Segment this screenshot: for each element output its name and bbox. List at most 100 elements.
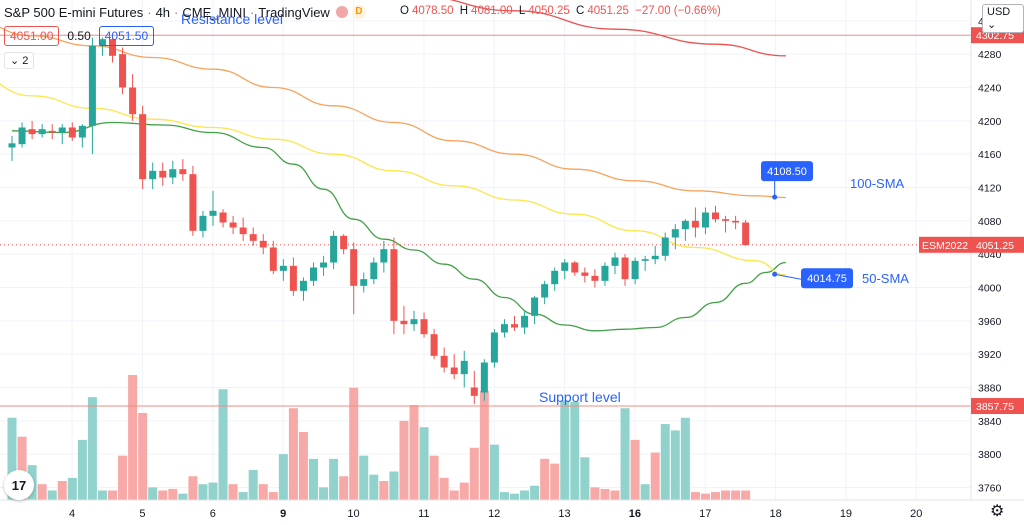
volume-bar xyxy=(128,375,138,500)
volume-bar xyxy=(118,455,128,500)
time-tick-label: 19 xyxy=(840,508,852,520)
candle-body xyxy=(500,324,508,333)
sma-line xyxy=(11,121,786,332)
price-tick-label: 4200 xyxy=(978,116,1002,128)
candle-body xyxy=(691,220,699,228)
exchange-label: CME_MINI xyxy=(182,4,246,20)
candle-body xyxy=(370,262,378,280)
candle-body xyxy=(38,129,46,135)
candle-body xyxy=(139,114,147,180)
buy-button[interactable]: 4051.50 xyxy=(98,26,155,46)
logo-text: 17 xyxy=(11,477,27,493)
candle-body xyxy=(681,220,689,230)
level-price-tag xyxy=(971,398,1024,415)
tradingview-logo-icon[interactable]: 17 xyxy=(4,470,34,500)
volume-bar xyxy=(459,482,469,500)
market-status-dot-icon[interactable] xyxy=(335,6,348,18)
volume-bar xyxy=(158,490,168,500)
candle-body xyxy=(450,367,458,375)
low-value: 4050.25 xyxy=(528,5,570,17)
candle-body xyxy=(601,265,609,281)
sma-line xyxy=(0,83,786,276)
volume-bar xyxy=(319,487,329,500)
candle-body xyxy=(239,227,247,235)
price-tick-label: 3880 xyxy=(978,383,1002,395)
volume-bar xyxy=(640,484,650,500)
volume-bar xyxy=(47,490,57,500)
price-tick-label: 3800 xyxy=(978,449,1002,461)
callout-100-box xyxy=(761,161,813,182)
volume-bar xyxy=(359,455,369,500)
candle-body xyxy=(661,237,669,256)
candle-body xyxy=(732,220,740,223)
volume-bar xyxy=(77,439,87,500)
volume-bar xyxy=(590,487,600,500)
volume-bar xyxy=(168,488,178,500)
gear-icon[interactable]: ⚙ xyxy=(990,503,1005,520)
candle-body xyxy=(340,235,348,250)
volume-bar xyxy=(298,431,308,500)
time-axis-bg xyxy=(0,500,1024,525)
candle-body xyxy=(651,255,659,260)
change-value: −27.00 (−0.66%) xyxy=(635,5,721,17)
candle-body xyxy=(722,219,730,221)
candle-body xyxy=(541,284,549,298)
candle-body xyxy=(641,259,649,261)
spread-value: 0.50 xyxy=(67,29,91,43)
candle-body xyxy=(320,262,328,268)
volume-bar xyxy=(510,493,519,500)
volume-bar xyxy=(580,457,590,500)
last-price-tag-text: 4051.25 xyxy=(976,240,1014,252)
levels-layer xyxy=(0,34,971,407)
volume-bar xyxy=(268,492,278,500)
candle-body xyxy=(8,143,16,148)
level-price-tag-text: 3857.75 xyxy=(976,401,1014,413)
candle-body xyxy=(269,247,277,271)
candle-body xyxy=(631,260,639,280)
volume-bar xyxy=(228,484,238,500)
time-tick-label: 12 xyxy=(488,508,500,520)
volume-bar xyxy=(188,476,198,500)
candle-body xyxy=(88,45,96,126)
candle-body xyxy=(199,215,207,231)
volume-bar xyxy=(218,389,228,500)
volume-layer xyxy=(7,375,751,500)
currency-select[interactable]: USD ⌄ xyxy=(982,4,1024,33)
candle-body xyxy=(58,127,66,133)
price-tick-label: 3760 xyxy=(978,483,1002,495)
candle-body xyxy=(420,319,428,335)
callout-50-label: 50-SMA xyxy=(862,271,909,286)
volume-bar xyxy=(329,458,339,500)
volume-bar xyxy=(399,420,409,500)
price-tick-label: 4000 xyxy=(978,283,1002,295)
chevron-down-icon: ⌄ xyxy=(987,19,997,31)
volume-bar xyxy=(540,458,550,500)
volume-bar xyxy=(108,490,117,500)
volume-bar xyxy=(680,417,690,500)
volume-bar xyxy=(499,492,509,500)
sell-button[interactable]: 4051.00 xyxy=(4,26,60,46)
candle-body xyxy=(18,127,26,145)
interval-label[interactable]: 4h xyxy=(155,4,171,20)
delayed-data-badge[interactable]: D xyxy=(351,5,366,19)
indicators-collapse-button[interactable]: ⌄ 2 xyxy=(4,52,35,69)
volume-bar xyxy=(670,430,680,500)
volume-bar xyxy=(349,387,359,500)
candle-body xyxy=(470,387,478,396)
volume-bar xyxy=(238,492,248,500)
candle-body xyxy=(742,222,750,245)
candle-body xyxy=(48,130,56,133)
indicator-count: 2 xyxy=(22,55,29,67)
volume-bar xyxy=(711,492,720,500)
volume-bar xyxy=(660,424,670,500)
candle-body xyxy=(611,257,619,266)
price-axis-bg xyxy=(971,0,1024,525)
candle-body xyxy=(229,222,237,228)
price-tick-label: 4160 xyxy=(978,149,1002,161)
volume-bar xyxy=(570,401,580,500)
candle-body xyxy=(460,360,468,375)
volume-bar xyxy=(429,455,439,500)
symbol-title[interactable]: S&P 500 E-mini Futures xyxy=(4,4,144,20)
low-label: L xyxy=(518,5,526,17)
